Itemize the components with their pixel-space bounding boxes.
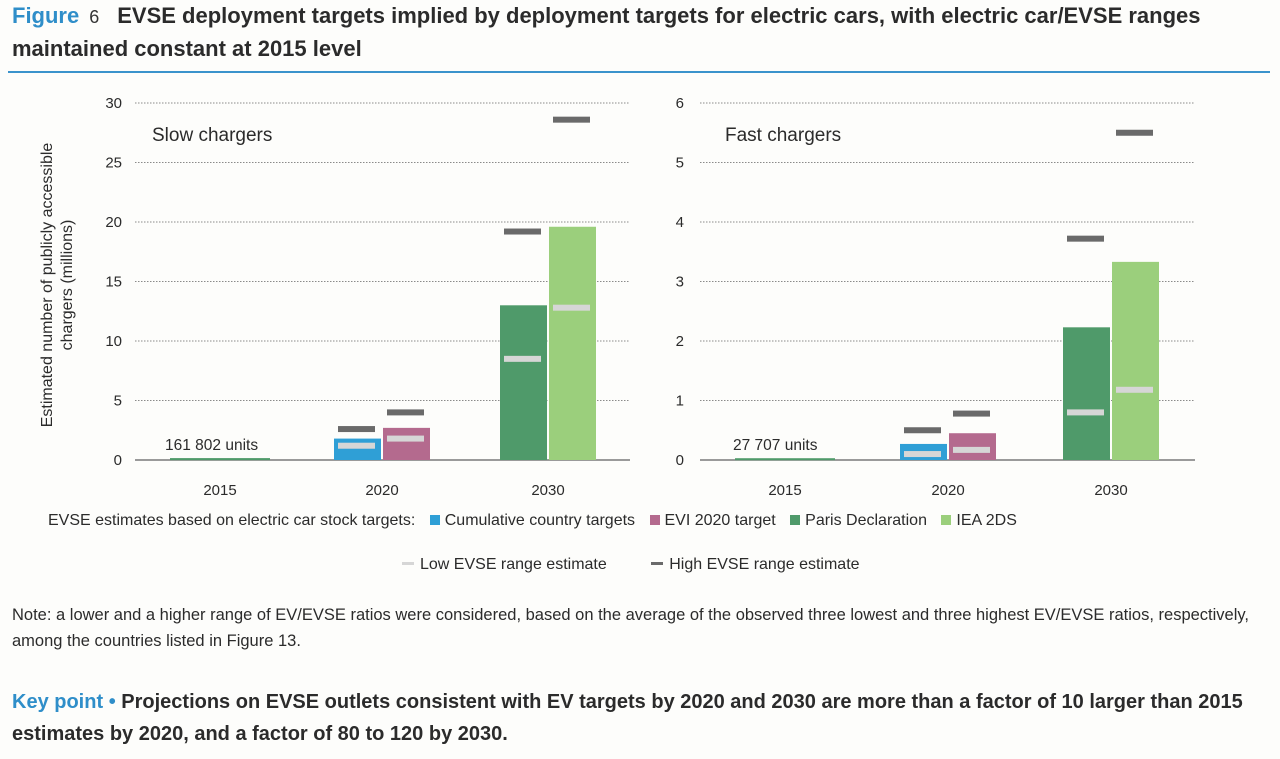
high-range-marker (553, 116, 590, 123)
y-tick-label: 20 (105, 214, 122, 231)
y-axis-label-line1: Estimated number of publicly accessible (39, 143, 56, 428)
y-axis-label-line2: chargers (millions) (59, 220, 76, 351)
y-tick-label: 5 (676, 155, 684, 172)
legend-item-cumulative: Cumulative country targets (429, 512, 636, 530)
y-tick-label: 25 (105, 155, 122, 172)
high-range-marker (504, 228, 541, 235)
legend-label-iea: IEA 2DS (956, 512, 1017, 529)
x-tick-label: 2020 (931, 482, 964, 499)
legend-swatch-paris (790, 515, 801, 525)
y-tick-label: 4 (676, 214, 684, 231)
y-tick-label: 6 (676, 95, 684, 112)
y-axis-label: Estimated number of publicly accessible c… (39, 143, 76, 428)
y-tick-label: 1 (676, 393, 684, 410)
legend-label-evi: EVI 2020 target (664, 512, 776, 529)
bar-evi-2020-target (383, 427, 430, 460)
legend: EVSE estimates based on electric car sto… (48, 512, 1248, 530)
low-range-marker (504, 355, 541, 362)
legend-item-paris: Paris Declaration (790, 512, 927, 530)
low-range-marker (387, 435, 424, 442)
x-tick-label: 2015 (203, 482, 236, 499)
legend-swatch-cumulative (429, 515, 440, 525)
y-tick-label: 2 (676, 333, 684, 350)
bar-2015-baseline (735, 458, 835, 461)
low-range-marker (953, 446, 990, 453)
legend-item-evi: EVI 2020 target (649, 512, 776, 530)
y-tick-label: 0 (114, 452, 122, 469)
panel-title: Fast chargers (725, 125, 841, 146)
legend-swatch-iea (941, 515, 952, 525)
legend-intro: EVSE estimates based on electric car sto… (48, 512, 416, 529)
low-range-marker (338, 442, 375, 449)
title-rule (8, 71, 1270, 73)
legend-swatch-evi (649, 515, 660, 525)
figure-header: Figure 6 EVSE deployment targets implied b… (12, 0, 1267, 65)
legend-item-iea: IEA 2DS (941, 512, 1017, 530)
x-tick-label: 2030 (1094, 482, 1127, 499)
bar-paris-declaration (1063, 327, 1110, 460)
legend-high-dash (651, 562, 664, 565)
key-point-label: Key point (12, 691, 104, 713)
key-point-text: Projections on EVSE outlets consistent w… (12, 691, 1243, 745)
y-tick-label: 0 (676, 452, 684, 469)
high-range-marker (338, 426, 375, 433)
high-range-marker (904, 427, 941, 434)
figure-note: Note: a lower and a higher range of EV/E… (12, 606, 1249, 650)
x-tick-label: 2015 (768, 482, 801, 499)
low-range-marker (904, 451, 941, 458)
legend-range: Low EVSE range estimate High EVSE range … (402, 556, 860, 574)
legend-label-paris: Paris Declaration (805, 512, 927, 529)
high-range-marker (1067, 235, 1104, 242)
figure-title-text: EVSE deployment targets implied by deplo… (12, 3, 1201, 61)
high-range-marker (387, 409, 424, 416)
y-tick-label: 10 (105, 333, 122, 350)
low-range-marker (1116, 386, 1153, 393)
bar-cumulative-country-targets (334, 438, 381, 460)
key-point-bullet: • (108, 691, 116, 713)
annotation-units: 161 802 units (165, 437, 258, 454)
panel-title: Slow chargers (152, 125, 272, 146)
key-point: Key point • Projections on EVSE outlets … (12, 686, 1252, 750)
legend-low-label: Low EVSE range estimate (420, 556, 607, 573)
y-tick-label: 5 (114, 393, 122, 410)
x-tick-label: 2030 (531, 482, 564, 499)
legend-high-label: High EVSE range estimate (669, 556, 860, 573)
low-range-marker (553, 304, 590, 311)
bar-paris-declaration (500, 305, 547, 460)
bar-iea-2ds (549, 226, 596, 460)
bar-2015-baseline (170, 458, 270, 461)
low-range-marker (1067, 409, 1104, 416)
annotation-units: 27 707 units (733, 437, 818, 454)
y-tick-label: 30 (105, 95, 122, 112)
figure-title: Figure 6 EVSE deployment targets implied b… (12, 0, 1267, 65)
legend-label-cumulative: Cumulative country targets (444, 512, 636, 529)
figure-label: Figure (12, 3, 80, 28)
high-range-marker (1116, 129, 1153, 136)
y-tick-label: 3 (676, 274, 684, 291)
bar-evi-2020-target (949, 433, 996, 460)
bar-iea-2ds (1112, 261, 1159, 460)
x-tick-label: 2020 (365, 482, 398, 499)
high-range-marker (953, 410, 990, 417)
y-tick-label: 15 (105, 274, 122, 291)
figure-number: 6 (89, 7, 100, 27)
legend-low-dash (402, 562, 414, 565)
